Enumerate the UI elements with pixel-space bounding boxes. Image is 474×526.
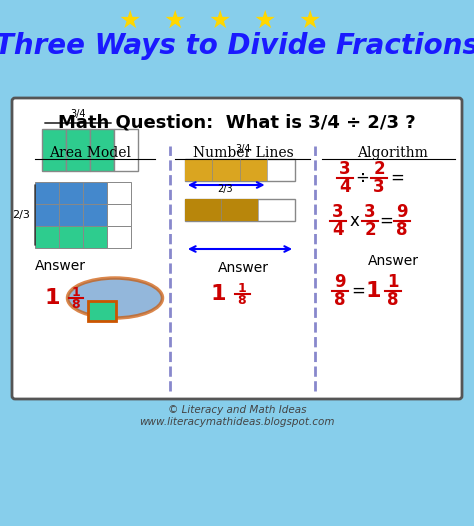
Bar [185,199,295,221]
Text: 4: 4 [332,221,344,239]
Text: Number Lines: Number Lines [192,146,293,160]
Text: 3: 3 [339,160,351,178]
Text: 8: 8 [396,221,408,239]
Text: Three Ways to Divide Fractions: Three Ways to Divide Fractions [0,32,474,60]
Text: 3/4: 3/4 [235,144,251,154]
Text: 8: 8 [334,291,346,309]
Text: ★: ★ [299,9,321,33]
Bar [185,159,267,181]
Bar [107,182,131,204]
Text: 1: 1 [365,281,381,301]
Bar [35,182,59,204]
Text: =: = [351,282,365,300]
Text: Math Question:  What is 3/4 ÷ 2/3 ?: Math Question: What is 3/4 ÷ 2/3 ? [58,114,416,132]
Bar [90,129,114,171]
Bar [88,301,116,321]
Bar [35,204,59,226]
Text: =: = [379,212,393,230]
Text: 8: 8 [72,298,80,310]
Text: 3: 3 [364,203,376,221]
FancyBboxPatch shape [12,98,462,399]
Text: 4: 4 [339,178,351,196]
Bar [59,204,83,226]
Bar [107,204,131,226]
Text: ★: ★ [209,9,231,33]
Text: 3: 3 [332,203,344,221]
Bar [114,129,138,171]
Text: 1: 1 [210,284,226,304]
Text: ÷: ÷ [355,169,369,187]
Text: x: x [349,212,359,230]
Bar [35,226,59,248]
Bar [83,204,107,226]
Text: 1: 1 [44,288,60,308]
Text: 2: 2 [364,221,376,239]
Ellipse shape [67,278,163,318]
Text: 9: 9 [334,273,346,291]
Bar [42,129,66,171]
Text: 2: 2 [373,160,385,178]
Text: 9: 9 [396,203,408,221]
Text: Algorithm: Algorithm [357,146,428,160]
Bar [185,199,258,221]
Text: 1: 1 [72,286,81,298]
Text: 3: 3 [373,178,385,196]
Text: 2/3: 2/3 [217,184,233,194]
Text: 1: 1 [237,281,246,295]
Text: 2/3: 2/3 [12,210,30,220]
Bar [59,226,83,248]
Text: ★: ★ [164,9,186,33]
Bar [83,182,107,204]
Text: =: = [390,169,404,187]
Text: 1: 1 [387,273,399,291]
Text: 8: 8 [237,295,246,308]
Text: Answer: Answer [35,259,86,273]
Bar [107,226,131,248]
Text: 3/4: 3/4 [70,109,86,119]
Text: Answer: Answer [367,254,419,268]
Text: ★: ★ [119,9,141,33]
Bar [185,159,295,181]
Text: ★: ★ [254,9,276,33]
Text: Area Model: Area Model [49,146,131,160]
Text: 8: 8 [387,291,399,309]
Bar [83,226,107,248]
Bar [59,182,83,204]
Text: Answer: Answer [218,261,268,275]
Bar [66,129,90,171]
Text: © Literacy and Math Ideas
www.literacymathideas.blogspot.com: © Literacy and Math Ideas www.literacyma… [139,405,335,427]
